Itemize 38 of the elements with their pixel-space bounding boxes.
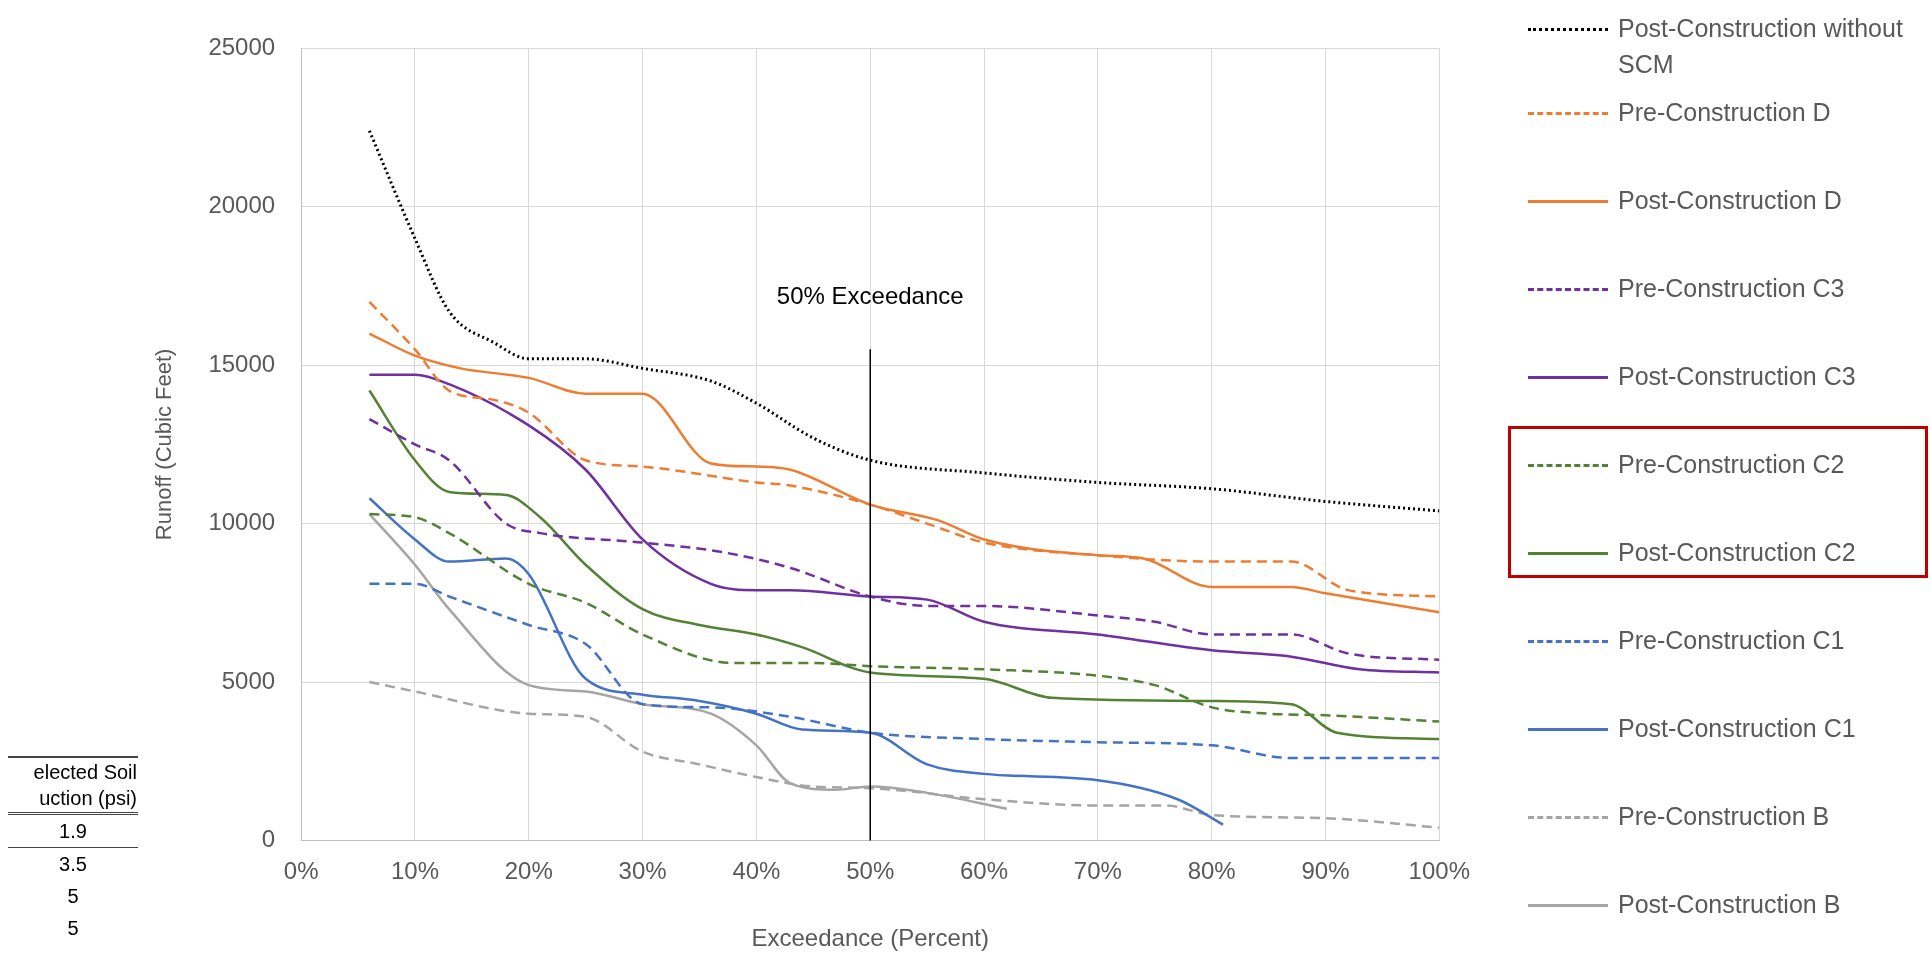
legend-label: Pre-Construction C2 — [1618, 449, 1846, 480]
text: 5 — [66, 916, 80, 941]
x-tick-label: 30% — [618, 857, 667, 885]
line-series — [368, 373, 1440, 674]
x-tick-label: 80% — [1187, 857, 1236, 885]
legend-label: Pre-Construction B — [1618, 801, 1831, 832]
x-tick-label: 90% — [1301, 857, 1350, 885]
x-tick-label: 50% — [846, 857, 895, 885]
ref-line-label: 50% Exceedance — [776, 281, 964, 309]
text: 3.5 — [58, 852, 88, 877]
x-tick-label: 0% — [283, 857, 319, 885]
text: 1.9 — [8, 813, 138, 848]
legend-label: Pre-Construction D — [1618, 97, 1832, 128]
x-tick-label: 100% — [1408, 857, 1470, 885]
y-tick-label: 10000 — [208, 508, 276, 536]
line-series — [368, 389, 1440, 741]
y-tick-label: 5000 — [221, 666, 276, 694]
y-axis-title: Runoff (Cubic Feet) — [151, 348, 177, 541]
x-tick-label: 10% — [390, 857, 439, 885]
x-tick-label: 70% — [1073, 857, 1122, 885]
legend-label: Post-Construction C3 — [1618, 361, 1857, 392]
legend-label: Post-Construction D — [1618, 185, 1843, 216]
legend-label: Post-Construction C2 — [1618, 537, 1857, 568]
legend-label: Post-Construction B — [1618, 889, 1842, 920]
y-tick-label: 0 — [261, 825, 276, 853]
x-axis-title: Exceedance (Percent) — [751, 924, 989, 952]
legend-label: Pre-Construction C3 — [1618, 273, 1846, 304]
text: 5 — [66, 884, 80, 909]
x-tick-label: 60% — [960, 857, 1009, 885]
x-tick-label: 20% — [504, 857, 553, 885]
legend-label: Post-Construction without SCM — [1618, 13, 1904, 80]
y-tick-label: 25000 — [208, 33, 276, 61]
x-tick-label: 40% — [732, 857, 781, 885]
text: elected Soil uction (psi) — [8, 757, 138, 814]
legend-label: Post-Construction C1 — [1618, 713, 1857, 744]
y-tick-label: 20000 — [208, 191, 276, 219]
legend-label: Pre-Construction C1 — [1618, 625, 1846, 656]
y-tick-label: 15000 — [208, 349, 276, 377]
